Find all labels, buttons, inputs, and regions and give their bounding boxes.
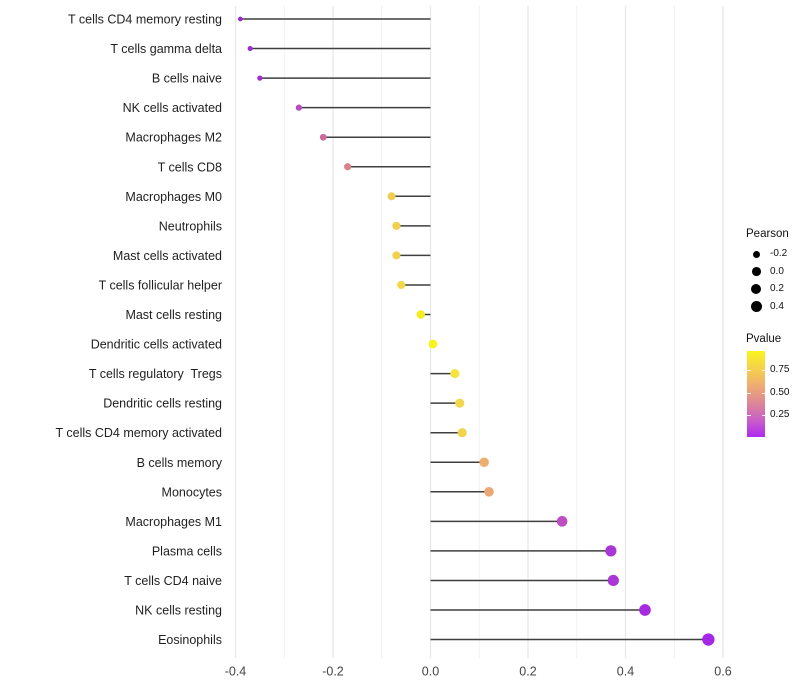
y-axis-label: Macrophages M1 — [125, 515, 222, 529]
x-axis-tick-label: 0.4 — [617, 665, 634, 679]
lollipop-dot — [605, 545, 617, 557]
pvalue-colorbar-tick — [747, 392, 751, 394]
y-axis-label: T cells follicular helper — [99, 278, 222, 292]
lollipop-dot — [607, 574, 619, 587]
legend-size-label: 0.4 — [770, 300, 784, 312]
y-axis-label: B cells memory — [137, 456, 223, 470]
lollipop-dot — [319, 133, 327, 141]
lollipop-dot — [392, 221, 401, 230]
y-axis-label: Macrophages M0 — [125, 190, 222, 204]
legend-size-label: -0.2 — [770, 248, 788, 260]
legend-size-label: 0.2 — [770, 283, 784, 295]
lollipop-dot — [455, 398, 465, 408]
pvalue-tick-label: 0.50 — [770, 386, 790, 398]
pvalue-colorbar-tick — [747, 414, 751, 416]
y-axis-label: Neutrophils — [159, 219, 222, 233]
y-axis-label: Eosinophils — [158, 633, 222, 647]
lollipop-dot — [387, 192, 396, 201]
legend-size-dot — [751, 284, 762, 295]
legend-size-dot — [750, 300, 762, 313]
legend-pvalue-title: Pvalue — [746, 333, 782, 345]
legend: Pearson -0.2 0.0 0.2 0.4 Pvalue 0.75 0.50 0.2… — [746, 228, 800, 448]
lollipop-dot — [247, 46, 253, 52]
pvalue-colorbar-tick — [761, 414, 765, 416]
x-axis-tick-label: 0.0 — [422, 665, 439, 679]
lollipop-dot — [450, 369, 460, 379]
legend-size-dot — [751, 267, 761, 277]
lollipop-dot — [457, 428, 467, 438]
lollipop-dot — [392, 251, 401, 260]
y-axis-label: NK cells resting — [135, 604, 222, 618]
pvalue-colorbar — [747, 351, 765, 437]
pvalue-colorbar-tick — [761, 392, 765, 394]
lollipop-dot — [556, 516, 568, 527]
lollipop-dot — [238, 16, 243, 22]
legend-pearson-title: Pearson — [746, 228, 789, 240]
x-axis-tick-label: 0.2 — [519, 665, 536, 679]
y-axis-label: Dendritic cells activated — [91, 338, 222, 352]
pvalue-tick-label: 0.25 — [770, 408, 790, 420]
pvalue-colorbar-tick — [747, 370, 751, 372]
y-axis-label: Mast cells resting — [125, 308, 222, 322]
lollipop-dot — [397, 280, 406, 290]
legend-size-dot — [752, 250, 760, 258]
y-axis-label: T cells CD4 naive — [124, 574, 222, 588]
x-axis-tick-label: -0.2 — [322, 665, 344, 679]
y-axis-label: Dendritic cells resting — [103, 397, 222, 411]
lollipop-dot — [295, 104, 302, 111]
lollipop-dot — [416, 310, 426, 319]
lollipop-dot — [702, 633, 715, 646]
y-axis-label: T cells CD8 — [158, 160, 222, 174]
y-axis-label: T cells CD4 memory activated — [56, 426, 223, 440]
y-axis-label: T cells CD4 memory resting — [68, 13, 222, 27]
lollipop-dot — [344, 163, 352, 171]
legend-size-label: 0.0 — [770, 265, 784, 277]
lollipop-dot — [479, 457, 489, 468]
y-axis-label: Monocytes — [162, 485, 222, 499]
y-axis-label: NK cells activated — [123, 101, 222, 115]
y-axis-label: Macrophages M2 — [125, 131, 222, 145]
y-axis-label: T cells regulatory Tregs — [89, 367, 222, 381]
y-axis-label: T cells gamma delta — [110, 42, 222, 56]
x-axis-tick-label: 0.6 — [714, 665, 731, 679]
lollipop-dot — [428, 339, 438, 349]
pvalue-colorbar-tick — [761, 370, 765, 372]
pvalue-tick-label: 0.75 — [770, 364, 790, 376]
y-axis-label: Plasma cells — [152, 544, 222, 558]
lollipop-dot — [257, 75, 263, 81]
y-axis-label: B cells naive — [152, 72, 222, 86]
lollipop-dot — [484, 487, 494, 497]
y-axis-label: Mast cells activated — [113, 249, 222, 263]
x-axis-tick-label: -0.4 — [225, 665, 247, 679]
lollipop-dot — [639, 604, 651, 616]
